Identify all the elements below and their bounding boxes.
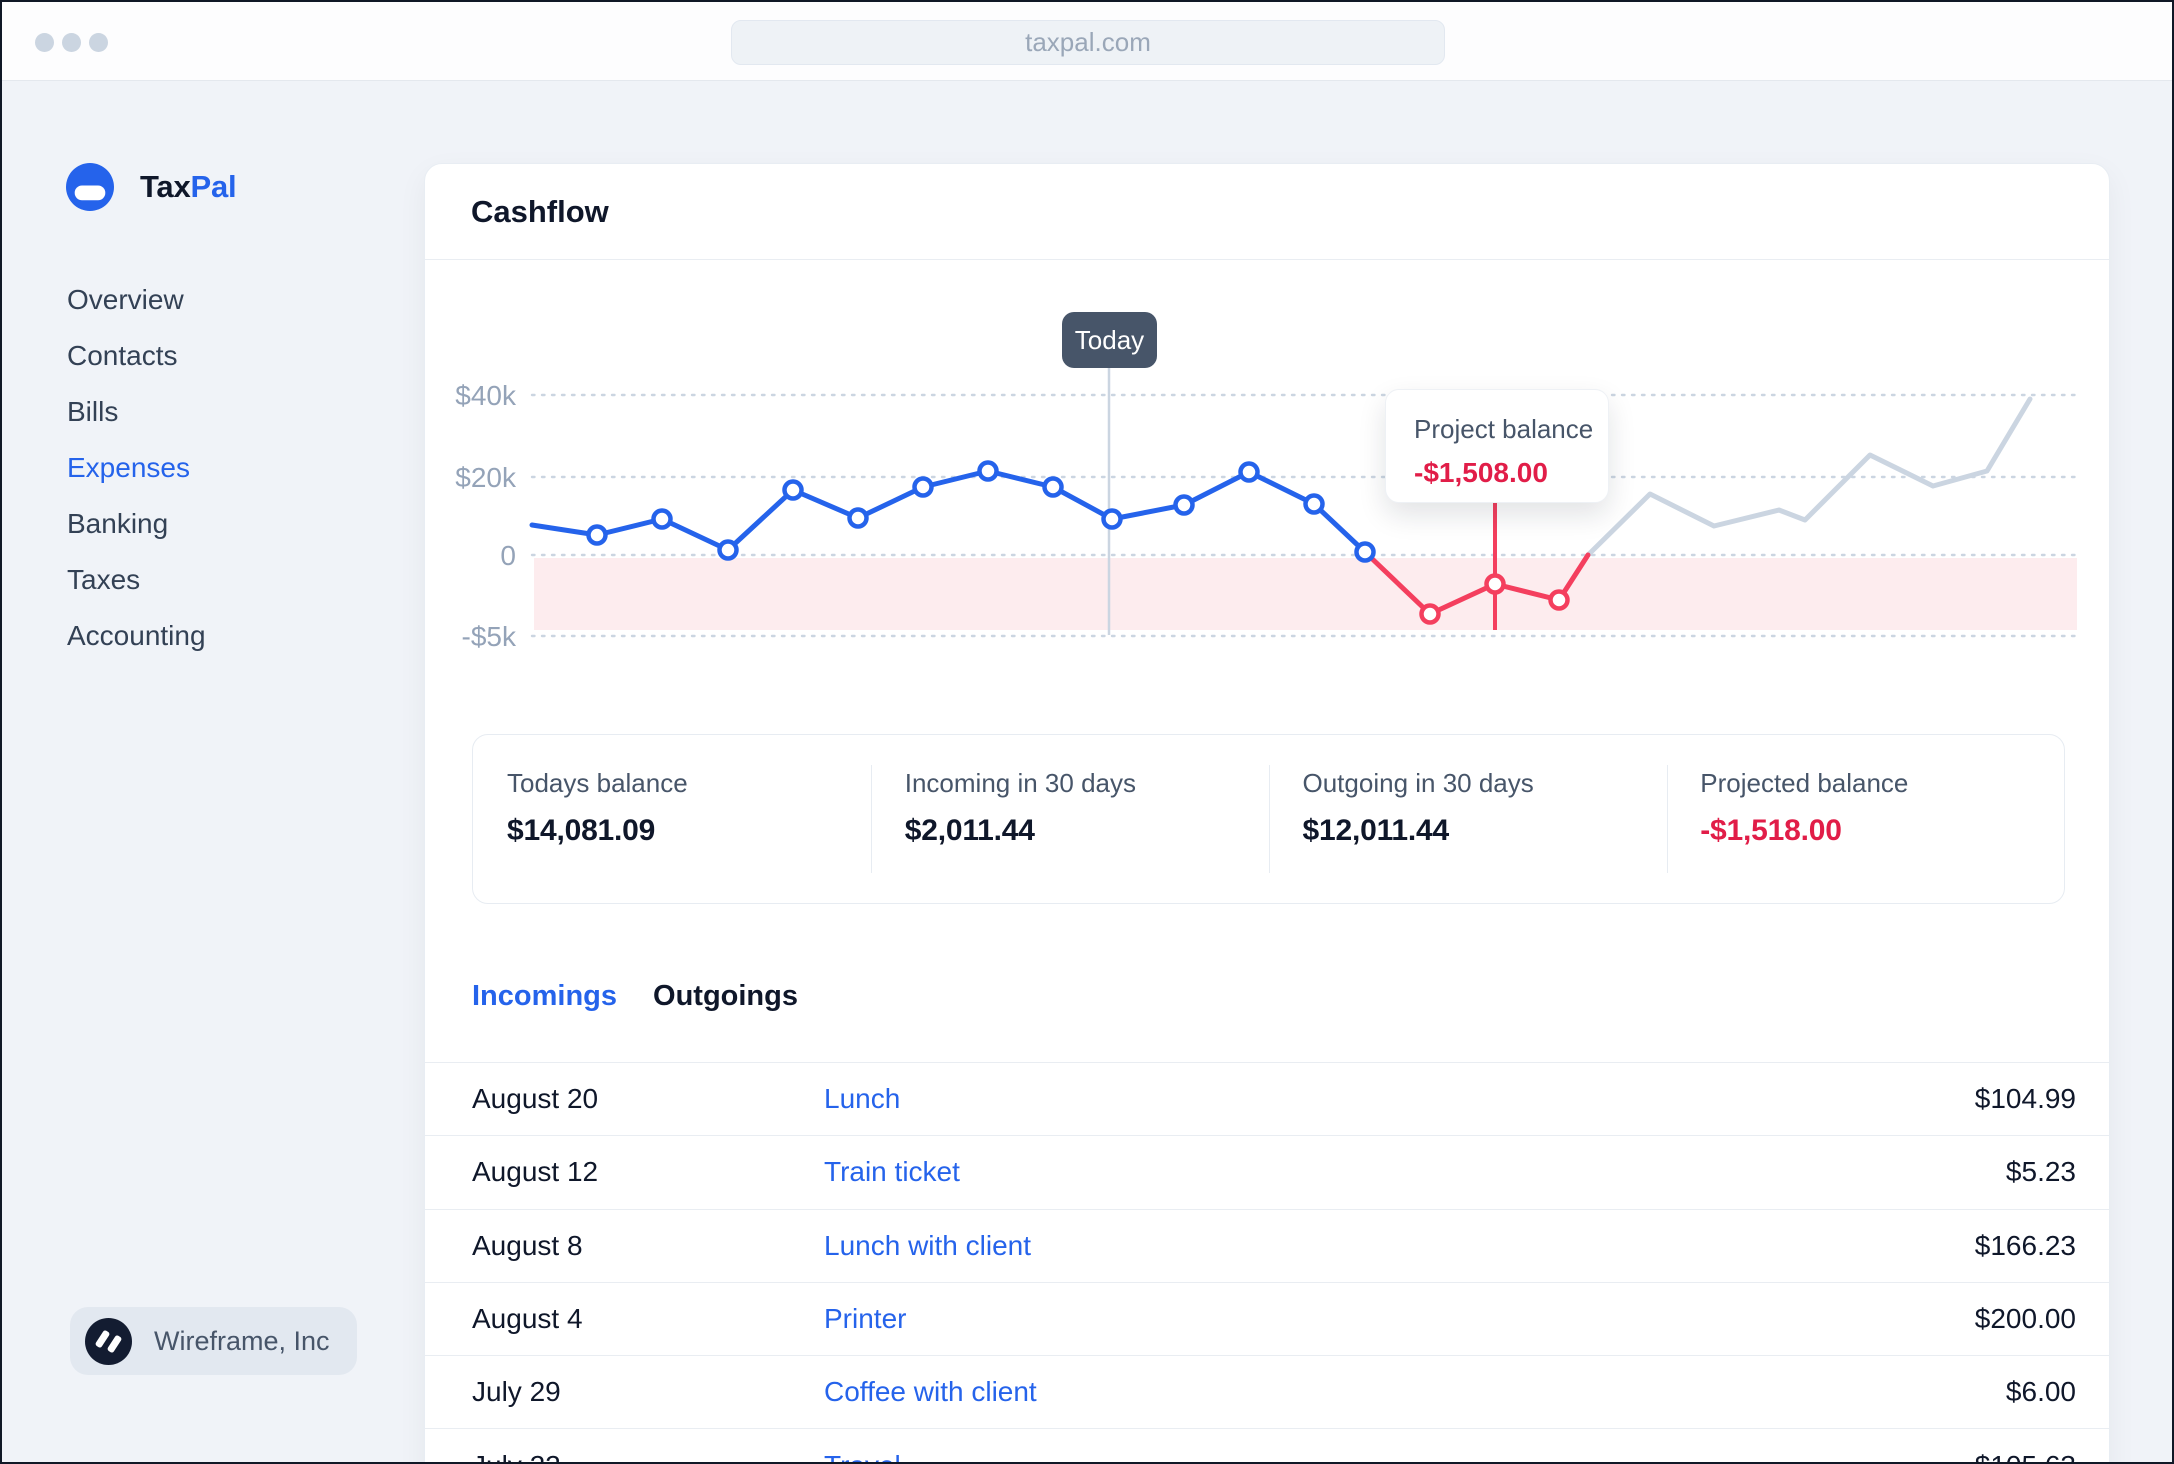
- sidebar-item-expenses[interactable]: Expenses: [67, 452, 190, 483]
- project-balance-tooltip: Project balance -$1,508.00: [1385, 389, 1609, 503]
- transaction-amount: $6.00: [2005, 1376, 2076, 1408]
- brand-name: TaxPal: [140, 169, 237, 204]
- today-tooltip: Today: [1062, 312, 1157, 368]
- sidebar-item-overview[interactable]: Overview: [67, 284, 184, 315]
- stat-label: Outgoing in 30 days: [1302, 768, 1534, 798]
- browser-chrome: taxpal.com: [2, 2, 2172, 81]
- transactions-tabs: Incomings Outgoings: [472, 980, 798, 1013]
- panel-title: Cashflow: [471, 194, 609, 229]
- project-balance-label: Project balance: [1414, 414, 1594, 444]
- org-name: Wireframe, Inc: [154, 1325, 330, 1356]
- tab-outgoings[interactable]: Outgoings: [653, 980, 798, 1012]
- transaction-amount: $5.23: [2005, 1156, 2076, 1188]
- transaction-date: July 29: [472, 1376, 561, 1408]
- transaction-date: August 4: [472, 1303, 583, 1335]
- transaction-amount: $105.63: [1975, 1450, 2076, 1462]
- table-row[interactable]: August 20 Lunch $104.99: [425, 1062, 2109, 1136]
- stat-divider: [1667, 765, 1668, 873]
- transaction-link[interactable]: Lunch: [824, 1083, 901, 1115]
- window-dot-icon: [89, 33, 108, 52]
- sidebar-item-taxes[interactable]: Taxes: [67, 564, 141, 595]
- stat-value: $12,011.44: [1302, 814, 1450, 847]
- transaction-link[interactable]: Lunch with client: [824, 1229, 1032, 1261]
- transaction-date: August 8: [472, 1229, 583, 1261]
- sidebar-item-accounting[interactable]: Accounting: [67, 620, 206, 651]
- stat-label: Projected balance: [1700, 768, 1909, 798]
- org-switcher[interactable]: Wireframe, Inc: [70, 1307, 357, 1375]
- taxpal-logo-icon: [66, 163, 114, 211]
- transaction-date: July 22: [472, 1450, 561, 1462]
- stat-divider: [871, 765, 872, 873]
- transaction-link[interactable]: Train ticket: [824, 1156, 960, 1188]
- url-bar[interactable]: taxpal.com: [731, 20, 1445, 65]
- stat-label: Todays balance: [507, 768, 688, 798]
- panel-divider: [425, 259, 2109, 260]
- stat-divider: [1269, 765, 1270, 873]
- project-balance-value: -$1,508.00: [1414, 457, 1548, 488]
- transaction-link[interactable]: Coffee with client: [824, 1376, 1037, 1408]
- stats-summary: Todays balance $14,081.09 Incoming in 30…: [472, 734, 2065, 904]
- table-row[interactable]: August 8 Lunch with client $166.23: [425, 1208, 2109, 1282]
- sidebar-item-contacts[interactable]: Contacts: [67, 340, 178, 371]
- stat-value: $2,011.44: [904, 814, 1035, 847]
- tab-incomings[interactable]: Incomings: [472, 980, 618, 1012]
- table-row[interactable]: July 29 Coffee with client $6.00: [425, 1355, 2109, 1429]
- taxpal-logo: TaxPal: [66, 163, 237, 211]
- window-dot-icon: [62, 33, 81, 52]
- transaction-link[interactable]: Travel: [824, 1450, 901, 1462]
- stat-outgoing-30-days: Outgoing in 30 days $12,011.44: [1269, 735, 1667, 903]
- org-logo-icon: [85, 1317, 132, 1365]
- transactions-table: August 20 Lunch $104.99 August 12 Train …: [425, 1062, 2109, 1462]
- stat-value: $14,081.09: [507, 814, 656, 847]
- window-dot-icon: [35, 33, 54, 52]
- transaction-amount: $200.00: [1974, 1303, 2076, 1335]
- stat-incoming-30-days: Incoming in 30 days $2,011.44: [871, 735, 1269, 903]
- stat-value: -$1,518.00: [1700, 814, 1842, 847]
- table-row[interactable]: August 4 Printer $200.00: [425, 1281, 2109, 1356]
- transaction-date: August 20: [472, 1083, 599, 1115]
- transaction-amount: $166.23: [1974, 1229, 2076, 1261]
- sidebar-item-bills[interactable]: Bills: [67, 396, 119, 427]
- transaction-date: August 12: [472, 1156, 599, 1188]
- stat-label: Incoming in 30 days: [904, 768, 1136, 798]
- stat-projected-balance: Projected balance -$1,518.00: [1666, 735, 2064, 903]
- sidebar-nav: Overview Contacts Bills Expenses Banking…: [67, 272, 206, 664]
- url-text: taxpal.com: [1025, 27, 1151, 57]
- table-row[interactable]: July 22 Travel $105.63: [425, 1428, 2109, 1462]
- window-controls: [35, 33, 108, 52]
- table-row[interactable]: August 12 Train ticket $5.23: [425, 1135, 2109, 1209]
- sidebar-item-banking[interactable]: Banking: [67, 508, 169, 539]
- transaction-amount: $104.99: [1974, 1083, 2076, 1115]
- stat-todays-balance: Todays balance $14,081.09: [473, 735, 871, 903]
- transaction-link[interactable]: Printer: [824, 1303, 907, 1335]
